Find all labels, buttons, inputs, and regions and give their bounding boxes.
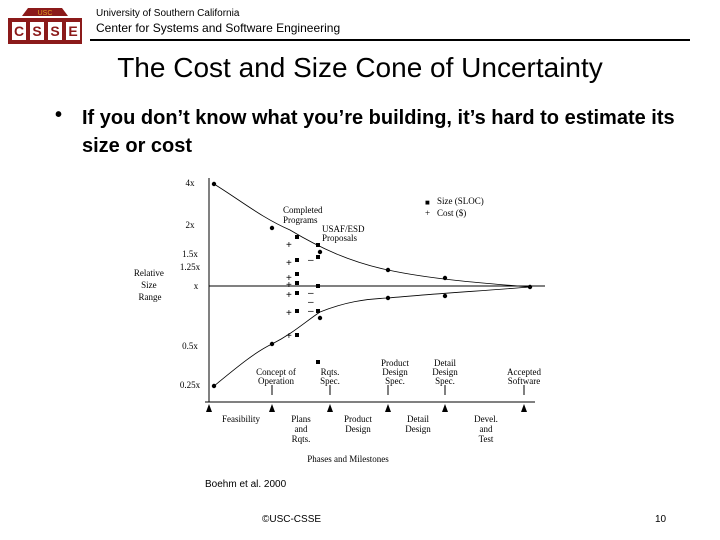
bullet-text: If you don’t know what you’re building, … bbox=[82, 107, 675, 157]
bullet-marker: • bbox=[55, 104, 63, 126]
curve-point bbox=[269, 225, 275, 231]
center-name: Center for Systems and Software Engineer… bbox=[96, 21, 341, 35]
curve-point bbox=[385, 267, 391, 273]
curve-point bbox=[317, 315, 323, 321]
logo-letters: C S S E bbox=[12, 22, 80, 40]
cost-markers: + + + + + + + – – – – bbox=[286, 240, 314, 342]
size-marker bbox=[316, 255, 320, 259]
cost-marker: + bbox=[286, 280, 292, 291]
cost-marker: + bbox=[286, 308, 292, 319]
milestone-labels: Concept of Operation Rqts. Spec. Product Desi… bbox=[256, 358, 541, 386]
phase-label: Plans and Rqts. bbox=[291, 414, 311, 444]
curve-point bbox=[317, 249, 323, 255]
header-rule bbox=[90, 39, 690, 41]
size-marker bbox=[295, 291, 299, 295]
logo-usc-text: USC bbox=[38, 10, 53, 17]
milestone-label: Accepted Software bbox=[507, 367, 541, 386]
phase-label: Feasibility bbox=[222, 414, 260, 424]
header-rule-thin bbox=[550, 40, 690, 41]
logo-letter-2: S bbox=[32, 23, 41, 39]
curve-point bbox=[442, 275, 448, 281]
y-tick-label: 1.25x bbox=[180, 262, 201, 272]
curve-point bbox=[442, 293, 448, 299]
size-marker bbox=[316, 360, 320, 364]
y-tick-label: 4x bbox=[186, 178, 196, 188]
size-marker bbox=[316, 309, 320, 313]
cost-marker: + bbox=[286, 240, 292, 251]
lower-curve-points bbox=[211, 293, 448, 389]
size-marker bbox=[295, 258, 299, 262]
university-name: University of Southern California bbox=[96, 8, 240, 19]
logo-letter-3: S bbox=[50, 23, 59, 39]
cost-marker: – bbox=[308, 306, 314, 317]
y-tick-label: x bbox=[194, 281, 199, 291]
annotation-completed-programs: Completed Programs bbox=[283, 205, 325, 225]
milestone-label: Concept of Operation bbox=[256, 367, 296, 386]
footer-copyright: ©USC-CSSE bbox=[262, 514, 322, 525]
cost-marker: + bbox=[286, 331, 292, 342]
legend: ■ Size (SLOC) + Cost ($) bbox=[425, 196, 484, 218]
annotation-usaf-proposals: USAF/ESD Proposals bbox=[322, 224, 367, 243]
curve-point bbox=[527, 284, 533, 290]
milestone-label: Rqts. Spec. bbox=[320, 367, 340, 386]
curve-point bbox=[211, 383, 217, 389]
legend-marker-cost: + bbox=[425, 208, 430, 218]
usc-csse-logo: USC C S S E bbox=[8, 8, 82, 44]
cost-marker: – bbox=[308, 255, 314, 266]
milestone-label: Product Design Spec. bbox=[381, 358, 409, 386]
y-tick-label: 1.5x bbox=[182, 249, 198, 259]
phase-labels: Feasibility Plans and Rqts. Product Design Det… bbox=[222, 414, 498, 444]
y-tick-label: 0.25x bbox=[180, 380, 201, 390]
curve-point bbox=[269, 341, 275, 347]
milestone-label: Detail Design Spec. bbox=[432, 358, 458, 386]
size-marker bbox=[316, 284, 320, 288]
size-marker bbox=[295, 333, 299, 337]
logo-letter-4: E bbox=[68, 23, 77, 39]
size-marker bbox=[295, 309, 299, 313]
size-marker bbox=[295, 281, 299, 285]
x-axis-label: Phases and Milestones bbox=[307, 454, 389, 464]
phase-label: Detail Design bbox=[405, 414, 431, 434]
milestone-markers bbox=[271, 385, 525, 395]
phase-arrows bbox=[206, 404, 527, 412]
cost-marker: + bbox=[286, 258, 292, 269]
size-marker bbox=[295, 235, 299, 239]
footer-page-number: 10 bbox=[655, 514, 667, 525]
size-markers bbox=[295, 235, 320, 364]
logo-letter-1: C bbox=[14, 23, 24, 39]
curve-point bbox=[385, 295, 391, 301]
cost-marker: – bbox=[308, 288, 314, 299]
cost-marker: – bbox=[308, 297, 314, 308]
citation: Boehm et al. 2000 bbox=[205, 479, 287, 490]
cost-marker: + bbox=[286, 290, 292, 301]
y-tick-label: 0.5x bbox=[182, 341, 198, 351]
lower-cone-curve bbox=[213, 286, 531, 387]
upper-cone-curve bbox=[213, 183, 531, 288]
phase-label: Devel. and Test bbox=[474, 414, 498, 444]
legend-marker-size: ■ bbox=[425, 198, 430, 207]
legend-label-cost: Cost ($) bbox=[437, 208, 466, 218]
size-marker bbox=[295, 272, 299, 276]
upper-curve-points bbox=[211, 181, 533, 290]
phase-label: Product Design bbox=[344, 414, 372, 434]
curve-point bbox=[211, 181, 217, 187]
y-tick-label: 2x bbox=[186, 220, 196, 230]
legend-label-size: Size (SLOC) bbox=[437, 196, 484, 206]
size-marker bbox=[316, 243, 320, 247]
cost-marker: + bbox=[286, 273, 292, 284]
slide-title: The Cost and Size Cone of Uncertainty bbox=[117, 52, 603, 83]
y-axis-label: Relative Size Range bbox=[134, 268, 166, 302]
